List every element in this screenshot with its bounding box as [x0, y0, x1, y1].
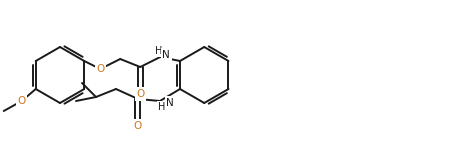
- Text: O: O: [136, 89, 144, 99]
- Text: N: N: [166, 98, 173, 108]
- Text: N: N: [162, 50, 170, 60]
- Text: H: H: [158, 102, 165, 112]
- Text: O: O: [134, 121, 142, 131]
- Text: O: O: [96, 64, 104, 74]
- Text: O: O: [18, 96, 26, 106]
- Text: H: H: [154, 46, 162, 56]
